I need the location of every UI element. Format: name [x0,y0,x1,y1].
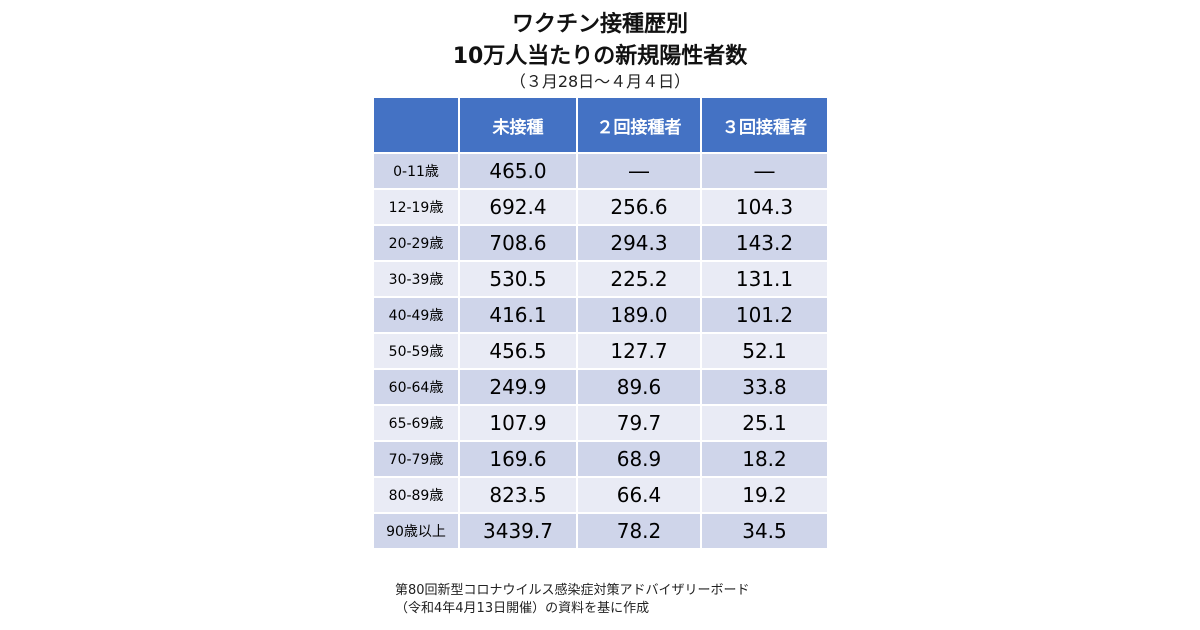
cell-three-doses: ― [700,152,829,190]
table-row: 40-49歳 416.1 189.0 101.2 [372,296,829,334]
table-row: 12-19歳 692.4 256.6 104.3 [372,188,829,226]
table-body: 0-11歳 465.0 ― ― 12-19歳 692.4 256.6 104.3 20-29歳 7… [372,152,829,550]
table-row: 50-59歳 456.5 127.7 52.1 [372,332,829,370]
cell-three-doses: 131.1 [700,260,829,298]
table-row: 0-11歳 465.0 ― ― [372,152,829,190]
header-two-doses: ２回接種者 [576,96,702,154]
cell-two-doses: 225.2 [576,260,702,298]
cell-three-doses: 101.2 [700,296,829,334]
cell-three-doses: 104.3 [700,188,829,226]
cell-unvaccinated: 249.9 [458,368,578,406]
table-row: 60-64歳 249.9 89.6 33.8 [372,368,829,406]
chart-title-line2: 10万人当たりの新規陽性者数 [452,44,748,69]
cell-age: 65-69歳 [372,404,460,442]
cell-unvaccinated: 708.6 [458,224,578,262]
cell-two-doses: ― [576,152,702,190]
header-unvaccinated: 未接種 [458,96,578,154]
cell-unvaccinated: 465.0 [458,152,578,190]
chart-title-line1: ワクチン接種歴別 [511,12,688,37]
cell-three-doses: 19.2 [700,476,829,514]
cell-unvaccinated: 3439.7 [458,512,578,550]
cell-three-doses: 52.1 [700,332,829,370]
cell-age: 80-89歳 [372,476,460,514]
data-table: 未接種 ２回接種者 ３回接種者 0-11歳 465.0 ― ― 12-19歳 692.4 2… [372,96,829,550]
cell-two-doses: 294.3 [576,224,702,262]
cell-two-doses: 66.4 [576,476,702,514]
cell-unvaccinated: 456.5 [458,332,578,370]
cell-age: 90歳以上 [372,512,460,550]
cell-unvaccinated: 416.1 [458,296,578,334]
chart-subtitle: （３月28日～４月４日） [509,72,691,91]
cell-age: 12-19歳 [372,188,460,226]
table-row: 30-39歳 530.5 225.2 131.1 [372,260,829,298]
cell-age: 50-59歳 [372,332,460,370]
cell-age: 30-39歳 [372,260,460,298]
cell-unvaccinated: 107.9 [458,404,578,442]
cell-three-doses: 34.5 [700,512,829,550]
source-line1: 第80回新型コロナウイルス感染症対策アドバイザリーボード [395,583,750,598]
cell-unvaccinated: 823.5 [458,476,578,514]
source-line2: （令和4年4月13日開催）の資料を基に作成 [395,601,650,616]
cell-two-doses: 68.9 [576,440,702,478]
table-row: 90歳以上 3439.7 78.2 34.5 [372,512,829,550]
source-note: 第80回新型コロナウイルス感染症対策アドバイザリーボード （令和4年4月13日開… [395,582,750,618]
cell-two-doses: 127.7 [576,332,702,370]
cell-two-doses: 79.7 [576,404,702,442]
cell-two-doses: 189.0 [576,296,702,334]
header-three-doses: ３回接種者 [700,96,829,154]
cell-age: 70-79歳 [372,440,460,478]
cell-age: 60-64歳 [372,368,460,406]
cell-unvaccinated: 692.4 [458,188,578,226]
cell-two-doses: 89.6 [576,368,702,406]
cell-three-doses: 18.2 [700,440,829,478]
cell-three-doses: 25.1 [700,404,829,442]
cell-age: 20-29歳 [372,224,460,262]
table-row: 20-29歳 708.6 294.3 143.2 [372,224,829,262]
table-header-row: 未接種 ２回接種者 ３回接種者 [372,96,829,154]
cell-age: 0-11歳 [372,152,460,190]
cell-unvaccinated: 169.6 [458,440,578,478]
table-row: 70-79歳 169.6 68.9 18.2 [372,440,829,478]
cell-unvaccinated: 530.5 [458,260,578,298]
header-age [372,96,460,154]
cell-two-doses: 78.2 [576,512,702,550]
cell-three-doses: 143.2 [700,224,829,262]
table-row: 80-89歳 823.5 66.4 19.2 [372,476,829,514]
cell-three-doses: 33.8 [700,368,829,406]
table-row: 65-69歳 107.9 79.7 25.1 [372,404,829,442]
cell-two-doses: 256.6 [576,188,702,226]
cell-age: 40-49歳 [372,296,460,334]
